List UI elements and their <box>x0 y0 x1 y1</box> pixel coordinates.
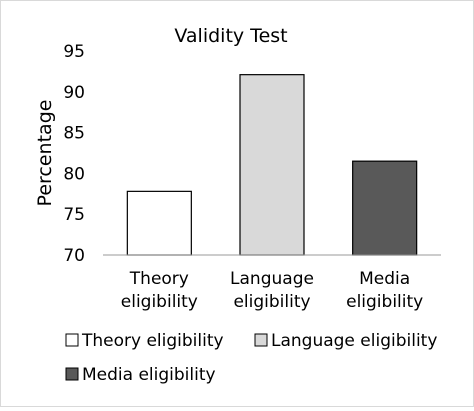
y-axis-label: Percentage <box>34 100 56 207</box>
legend-label: Language eligibility <box>271 331 437 351</box>
x-tick-label: eligibility <box>346 292 423 312</box>
x-tick-label: eligibility <box>121 292 198 312</box>
y-tick-label: 80 <box>63 164 85 184</box>
x-tick-label: Media <box>359 269 410 289</box>
x-axis-tick-labels: Theory eligibility Language eligibility Medi… <box>121 269 423 312</box>
legend-swatch <box>254 333 268 347</box>
legend: Theory eligibility Language eligibility Me… <box>65 331 437 385</box>
bar-1 <box>126 190 192 256</box>
y-tick-label: 90 <box>63 83 85 103</box>
y-tick-label: 70 <box>63 246 85 266</box>
bar-3 <box>352 160 418 256</box>
bar-2 <box>239 74 305 256</box>
x-tick-label: Language <box>230 269 314 289</box>
bars <box>126 74 418 256</box>
y-tick-label: 85 <box>63 124 85 144</box>
legend-swatch <box>65 333 79 347</box>
legend-label: Media eligibility <box>82 365 216 385</box>
x-tick-label: Theory <box>129 269 189 289</box>
y-tick-label: 75 <box>63 205 85 225</box>
y-tick-label: 95 <box>63 42 85 62</box>
legend-label: Theory eligibility <box>81 331 224 351</box>
chart-title: Validity Test <box>174 25 287 47</box>
x-tick-label: eligibility <box>233 292 310 312</box>
y-axis-ticks: 70 75 80 85 90 95 <box>63 42 85 266</box>
legend-swatch <box>65 367 79 381</box>
